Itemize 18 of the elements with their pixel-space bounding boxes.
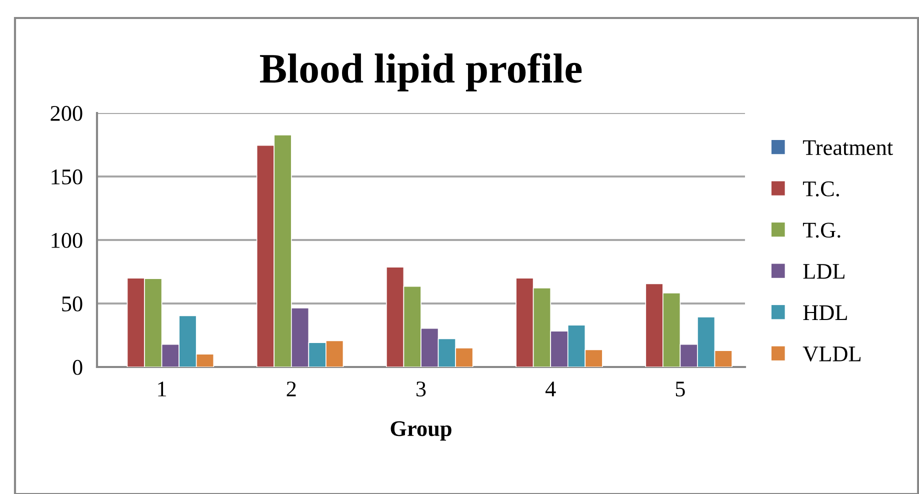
x-axis-title: Group [390,421,452,441]
x-tick-label: 3 [416,382,426,397]
legend-label: HDL [803,305,847,320]
y-tick-label: 200 [50,106,82,121]
legend-label: T.C. [802,181,839,196]
y-tick-label: 100 [52,232,82,248]
x-tick-label: 5 [676,382,685,397]
x-tick-label: 2 [286,382,296,396]
y-tick-label: 0 [72,360,82,375]
legend-label: LDL [803,264,844,279]
y-tick-label: 50 [62,296,82,312]
y-tick-label: 150 [52,169,82,184]
x-tick-label: 1 [158,382,166,396]
legend-label: Treatment [802,140,893,156]
legend-label: VLDL [802,346,860,362]
x-tick-label: 4 [545,382,556,396]
chart-title: Blood lipid profile [260,53,582,92]
legend-label: T.G. [802,222,840,238]
